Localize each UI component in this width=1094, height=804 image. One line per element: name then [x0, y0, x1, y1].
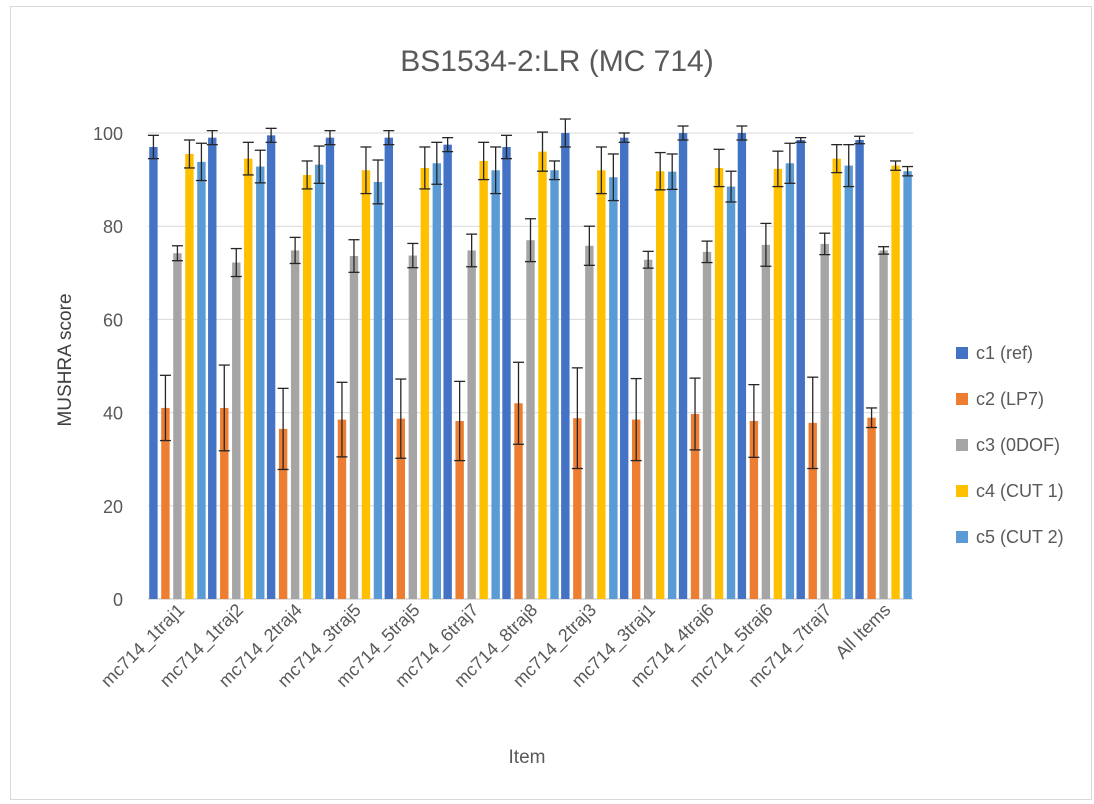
bar — [808, 422, 817, 599]
bar — [443, 144, 452, 599]
bar — [514, 403, 523, 599]
bar — [678, 133, 688, 599]
error-bars — [147, 118, 914, 471]
x-tick-label: All Items — [831, 600, 894, 663]
chart: BS1534-2:LR (MC 714) MUSHRA score Item 0… — [55, 45, 1064, 768]
bar — [609, 177, 618, 599]
bar — [655, 171, 665, 599]
bar — [879, 250, 888, 599]
bar — [726, 186, 736, 599]
bar — [337, 419, 347, 599]
legend-label: c2 (LP7) — [976, 389, 1044, 409]
bar — [702, 251, 712, 599]
bar — [855, 139, 864, 600]
bar — [420, 167, 430, 599]
bar — [749, 420, 759, 599]
bar — [467, 250, 476, 599]
bar — [737, 133, 747, 599]
bar — [479, 160, 488, 599]
bar — [526, 240, 535, 599]
legend: c1 (ref) c2 (LP7) c3 (0DOF) c4 (CUT 1) c5 (C… — [956, 343, 1064, 547]
chart-frame: BS1534-2:LR (MC 714) MUSHRA score Item 0… — [10, 6, 1092, 800]
bar — [832, 158, 841, 599]
legend-swatch — [956, 485, 968, 497]
bar — [714, 167, 724, 599]
bar — [208, 137, 217, 599]
bar — [844, 165, 853, 599]
bar — [502, 146, 511, 600]
bar — [796, 139, 805, 600]
legend-swatch — [956, 347, 968, 359]
y-tick-label: 40 — [103, 404, 123, 424]
bars — [149, 133, 912, 600]
bar — [538, 151, 547, 599]
bar — [773, 168, 783, 599]
bar — [597, 170, 606, 599]
y-tick-label: 0 — [113, 590, 123, 610]
bar — [278, 428, 288, 599]
bar — [891, 165, 900, 599]
bar — [396, 418, 406, 599]
bar — [220, 407, 229, 599]
bar — [349, 256, 359, 599]
bar — [373, 181, 383, 599]
bar — [161, 407, 170, 599]
bar — [408, 255, 418, 600]
legend-label: c1 (ref) — [976, 343, 1033, 363]
legend-swatch — [956, 531, 968, 543]
legend-label: c4 (CUT 1) — [976, 481, 1064, 501]
bar — [867, 417, 876, 599]
legend-swatch — [956, 393, 968, 405]
bar — [361, 170, 371, 599]
bar — [667, 171, 677, 600]
x-axis-label: Item — [509, 747, 546, 768]
bar — [785, 163, 795, 600]
bar — [244, 158, 253, 599]
legend-label: c3 (0DOF) — [976, 435, 1060, 455]
y-tick-label: 60 — [103, 310, 123, 330]
bar — [266, 135, 276, 599]
bar — [432, 163, 442, 600]
bar — [149, 146, 158, 600]
bar — [619, 137, 629, 599]
bar — [325, 137, 335, 599]
bar — [585, 245, 594, 599]
legend-swatch — [956, 439, 968, 451]
bar — [185, 153, 194, 599]
bar — [455, 420, 464, 599]
y-axis-label: MUSHRA score — [55, 293, 76, 426]
bar — [256, 166, 265, 599]
bar — [491, 170, 500, 599]
chart-title: BS1534-2:LR (MC 714) — [400, 45, 713, 78]
bar — [643, 259, 653, 599]
bar — [290, 250, 300, 599]
bar — [761, 244, 771, 599]
bar — [197, 161, 206, 599]
bar — [573, 418, 582, 599]
y-tick-label: 100 — [93, 124, 123, 144]
bar — [314, 164, 324, 600]
x-tick-labels: mc714_1traj1mc714_1traj2mc714_2traj4mc71… — [97, 600, 894, 692]
y-tick-label: 80 — [103, 217, 123, 237]
bar — [173, 253, 182, 599]
bar — [631, 419, 641, 599]
y-tick-label: 20 — [103, 497, 123, 517]
bar — [550, 170, 559, 599]
bar — [384, 137, 394, 599]
bar — [302, 174, 312, 599]
y-tick-labels: 0 20 40 60 80 100 — [93, 124, 123, 610]
bar — [690, 413, 700, 599]
bar — [232, 262, 241, 599]
bar — [561, 133, 570, 599]
bar — [903, 171, 912, 599]
legend-label: c5 (CUT 2) — [976, 527, 1064, 547]
bar — [820, 243, 829, 599]
